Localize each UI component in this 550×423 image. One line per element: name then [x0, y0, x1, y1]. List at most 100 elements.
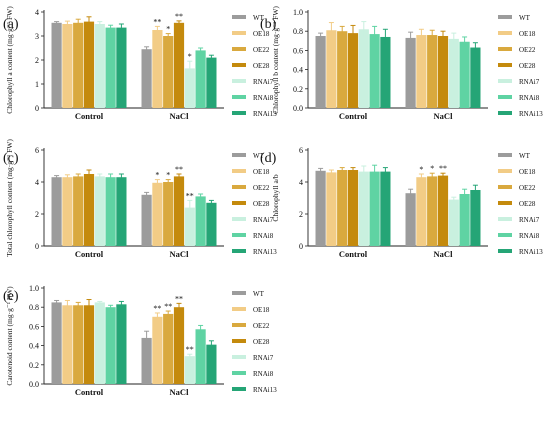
y-tick-label: 2	[35, 56, 39, 65]
bar-OE28-NaCl	[437, 175, 449, 246]
legend-swatch-OE22	[232, 47, 246, 51]
legend-label: RNAi13	[253, 248, 277, 256]
legend-label: RNAi8	[519, 94, 540, 102]
bar-RNAi7-Control	[94, 302, 105, 384]
significance-mark: **	[153, 17, 161, 26]
bar-WT-NaCl	[141, 337, 152, 384]
y-tick-label: 0.0	[293, 104, 303, 113]
legend-label: WT	[519, 14, 531, 22]
bar-RNAi8-NaCl	[195, 329, 206, 384]
legend-swatch-RNAi7	[232, 79, 246, 83]
bar-WT-NaCl	[405, 193, 416, 246]
y-tick-label: 0	[35, 104, 39, 113]
legend-swatch-WT	[498, 15, 512, 19]
bar-RNAi13-NaCl	[470, 47, 481, 108]
legend-swatch-OE22	[498, 185, 512, 189]
panel-a: (a)Chlorophyll a content (mg·g⁻¹ FW) 0 1 2 3…	[3, 6, 277, 121]
panel-label: (c)	[3, 151, 19, 166]
legend-swatch-OE22	[232, 323, 246, 327]
bar-OE28-NaCl	[173, 307, 185, 384]
bar-RNAi7-NaCl	[448, 38, 459, 108]
y-tick-label: 0.4	[29, 342, 39, 351]
significance-mark: **	[164, 302, 172, 311]
legend-label: RNAi13	[253, 110, 277, 118]
bar-WT-Control	[51, 302, 62, 384]
bar-WT-Control	[51, 22, 62, 108]
bar-OE28-Control	[83, 21, 95, 109]
bar-OE18-Control	[62, 305, 73, 384]
y-axis-title: Chlorophyll a/b	[271, 174, 280, 222]
legend-label: OE18	[253, 306, 270, 314]
legend-label: OE22	[253, 184, 270, 192]
legend-swatch-WT	[232, 291, 246, 295]
legend-label: RNAi7	[253, 78, 274, 86]
bar-OE28-NaCl	[437, 36, 449, 108]
bar-RNAi8-NaCl	[195, 50, 206, 108]
x-category-label: Control	[339, 249, 368, 259]
bar-RNAi8-NaCl	[459, 41, 470, 109]
panel-c: (c)Total chlorophyll content (mg·g⁻¹ FW)…	[3, 139, 277, 259]
bar-RNAi8-Control	[105, 307, 116, 384]
legend-swatch-RNAi8	[232, 233, 246, 237]
bar-RNAi8-NaCl	[459, 194, 470, 246]
legend-label: OE22	[519, 184, 536, 192]
legend-swatch-RNAi7	[232, 355, 246, 359]
legend-swatch-OE18	[498, 169, 512, 173]
legend-swatch-RNAi13	[232, 387, 246, 391]
significance-mark: *	[419, 165, 423, 174]
bar-OE28-Control	[83, 174, 95, 246]
bar-OE22-Control	[73, 176, 84, 246]
bar-OE22-Control	[337, 31, 348, 109]
bar-OE28-Control	[347, 33, 359, 109]
legend-swatch-RNAi13	[498, 111, 512, 115]
y-axis-title: Chlorophyll a content (mg·g⁻¹ FW)	[5, 6, 14, 114]
legend-label: RNAi13	[519, 248, 543, 256]
legend-label: OE22	[519, 46, 536, 54]
legend-label: WT	[519, 152, 531, 160]
significance-mark: *	[166, 171, 170, 180]
legend-label: OE18	[519, 30, 536, 38]
legend-swatch-OE28	[498, 201, 512, 205]
bar-RNAi13-Control	[380, 171, 391, 246]
legend-label: RNAi7	[519, 216, 540, 224]
legend-label: RNAi13	[253, 386, 277, 394]
y-tick-label: 6	[35, 146, 39, 155]
legend-swatch-RNAi7	[232, 217, 246, 221]
bar-OE18-NaCl	[152, 30, 163, 108]
bar-OE18-NaCl	[416, 177, 427, 246]
bar-OE18-Control	[62, 177, 73, 246]
bar-WT-Control	[315, 36, 326, 108]
x-category-label: NaCl	[434, 249, 454, 259]
bar-RNAi13-Control	[380, 36, 391, 108]
x-category-label: NaCl	[170, 249, 190, 259]
legend-swatch-RNAi13	[232, 111, 246, 115]
bar-WT-Control	[51, 177, 62, 246]
panel-label: (a)	[3, 17, 19, 32]
significance-mark: **	[153, 304, 161, 313]
y-tick-label: 0.8	[293, 27, 303, 36]
bar-WT-NaCl	[405, 37, 416, 108]
significance-mark: **	[175, 165, 183, 174]
y-tick-label: 3	[35, 32, 39, 41]
legend-label: OE28	[253, 62, 270, 70]
bar-RNAi8-NaCl	[195, 196, 206, 246]
legend-swatch-RNAi13	[498, 249, 512, 253]
bar-WT-NaCl	[141, 194, 152, 246]
legend-swatch-WT	[232, 15, 246, 19]
bar-RNAi13-NaCl	[206, 202, 217, 246]
legend-swatch-RNAi7	[498, 79, 512, 83]
legend-label: OE18	[253, 30, 270, 38]
legend-swatch-RNAi8	[498, 233, 512, 237]
significance-mark: **	[186, 345, 194, 354]
bar-OE22-NaCl	[163, 182, 174, 246]
legend-swatch-OE28	[498, 63, 512, 67]
bar-RNAi7-NaCl	[184, 207, 195, 246]
bar-OE18-Control	[326, 30, 337, 109]
y-axis-title: Total chlorophyll content (mg·g⁻¹ FW)	[5, 139, 14, 257]
y-tick-label: 0.2	[293, 85, 303, 94]
legend-label: RNAi7	[253, 216, 274, 224]
legend-label: RNAi7	[253, 354, 274, 362]
legend-label: OE28	[253, 338, 270, 346]
panel-e: (e)Carotenoid content (mg·g⁻¹ FW) 0.0 0.2 0…	[3, 284, 277, 397]
